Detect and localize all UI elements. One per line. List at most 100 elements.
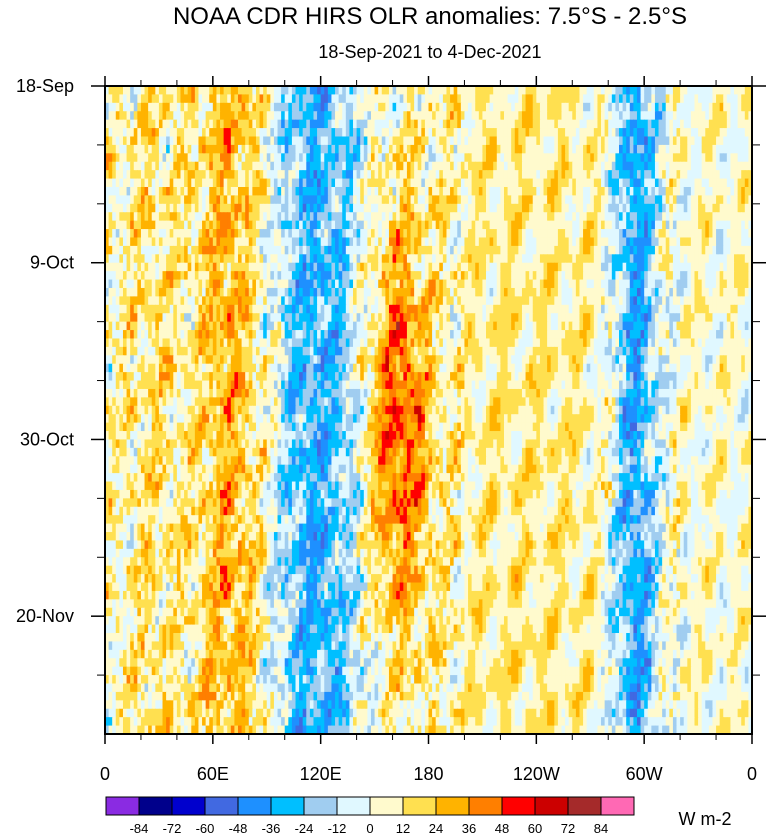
heatmap-cell [424, 144, 430, 154]
heatmap-cell [396, 128, 401, 138]
heatmap-cell [658, 111, 663, 121]
heatmap-cell [392, 86, 397, 96]
heatmap-cell [633, 102, 638, 112]
heatmap-cell [263, 144, 268, 154]
heatmap-cell [694, 144, 699, 154]
heatmap-cell [259, 203, 264, 213]
heatmap-cell [212, 186, 218, 197]
heatmap-cell [658, 229, 663, 239]
heatmap-cell [191, 119, 196, 129]
heatmap-cell [741, 262, 746, 272]
heatmap-cell [284, 94, 289, 104]
heatmap-cell [561, 296, 566, 306]
heatmap-cell [723, 203, 728, 213]
heatmap-cell [716, 262, 721, 272]
heatmap-cell [133, 144, 138, 154]
heatmap-cell [579, 237, 584, 247]
heatmap-cell [270, 178, 275, 188]
heatmap-cell [234, 279, 239, 289]
heatmap-cell [248, 262, 253, 272]
heatmap-cell [245, 170, 250, 180]
heatmap-cell [392, 195, 397, 205]
heatmap-cell [672, 271, 678, 281]
heatmap-cell [705, 128, 710, 138]
heatmap-cell [259, 287, 264, 297]
heatmap-cell [705, 245, 710, 255]
heatmap-cell [345, 287, 351, 297]
heatmap-cell [367, 153, 372, 163]
heatmap-cell [583, 279, 588, 289]
heatmap-cell [744, 262, 749, 272]
heatmap-cell [518, 203, 523, 213]
heatmap-cell [665, 178, 670, 188]
heatmap-cell [169, 136, 174, 146]
heatmap-cell [378, 229, 383, 239]
heatmap-cell [169, 229, 174, 239]
heatmap-cell [503, 195, 509, 205]
heatmap-cell [590, 144, 595, 154]
heatmap-cell [299, 262, 304, 272]
heatmap-cell [601, 304, 606, 314]
heatmap-cell [126, 220, 131, 230]
heatmap-cell [345, 102, 351, 112]
heatmap-cell [115, 271, 120, 281]
heatmap-cell [654, 128, 660, 138]
heatmap-cell [349, 304, 354, 314]
heatmap-cell [345, 144, 351, 154]
heatmap-cell [313, 237, 318, 247]
heatmap-cell [309, 161, 315, 171]
heatmap-cell [593, 279, 599, 289]
heatmap-cell [453, 271, 458, 281]
heatmap-cell [547, 86, 552, 96]
heatmap-cell [284, 102, 289, 112]
heatmap-cell [468, 313, 473, 323]
heatmap-cell [191, 144, 196, 154]
heatmap-cell [701, 229, 706, 239]
heatmap-cell [575, 313, 581, 323]
heatmap-cell [374, 304, 379, 314]
heatmap-cell [723, 128, 728, 138]
heatmap-cell [593, 245, 599, 255]
heatmap-cell [446, 262, 451, 272]
heatmap-cell [460, 212, 466, 222]
heatmap-cell [586, 203, 591, 213]
heatmap-cell [385, 111, 390, 121]
heatmap-cell [378, 119, 383, 129]
heatmap-cell [734, 262, 739, 272]
heatmap-cell [550, 102, 555, 112]
heatmap-cell [622, 102, 627, 112]
heatmap-cell [162, 170, 167, 180]
heatmap-cell [299, 94, 304, 104]
heatmap-cell [647, 144, 652, 154]
heatmap-cell [626, 161, 631, 171]
heatmap-cell [464, 94, 469, 104]
heatmap-cell [392, 271, 397, 281]
heatmap-cell [651, 144, 656, 154]
heatmap-cell [259, 178, 264, 188]
heatmap-cell [259, 229, 264, 239]
heatmap-cell [744, 86, 749, 96]
heatmap-cell [259, 262, 264, 272]
heatmap-cell [414, 186, 419, 197]
heatmap-cell [295, 119, 300, 129]
heatmap-cell [385, 144, 390, 154]
heatmap-cell [460, 304, 466, 314]
heatmap-cell [723, 287, 728, 297]
heatmap-cell [442, 296, 448, 306]
heatmap-cell [335, 161, 340, 171]
heatmap-cell [730, 102, 735, 112]
heatmap-cell [734, 287, 739, 297]
heatmap-cell [133, 203, 138, 213]
heatmap-cell [622, 111, 627, 121]
heatmap-cell [654, 229, 660, 239]
heatmap-cell [385, 128, 390, 138]
heatmap-cell [338, 128, 343, 138]
heatmap-cell [741, 153, 746, 163]
heatmap-cell [421, 304, 426, 314]
heatmap-cell [248, 271, 253, 281]
heatmap-cell [209, 161, 214, 171]
heatmap-cell [708, 287, 714, 297]
heatmap-cell [468, 170, 473, 180]
heatmap-cell [220, 94, 225, 104]
heatmap-cell [202, 161, 207, 171]
